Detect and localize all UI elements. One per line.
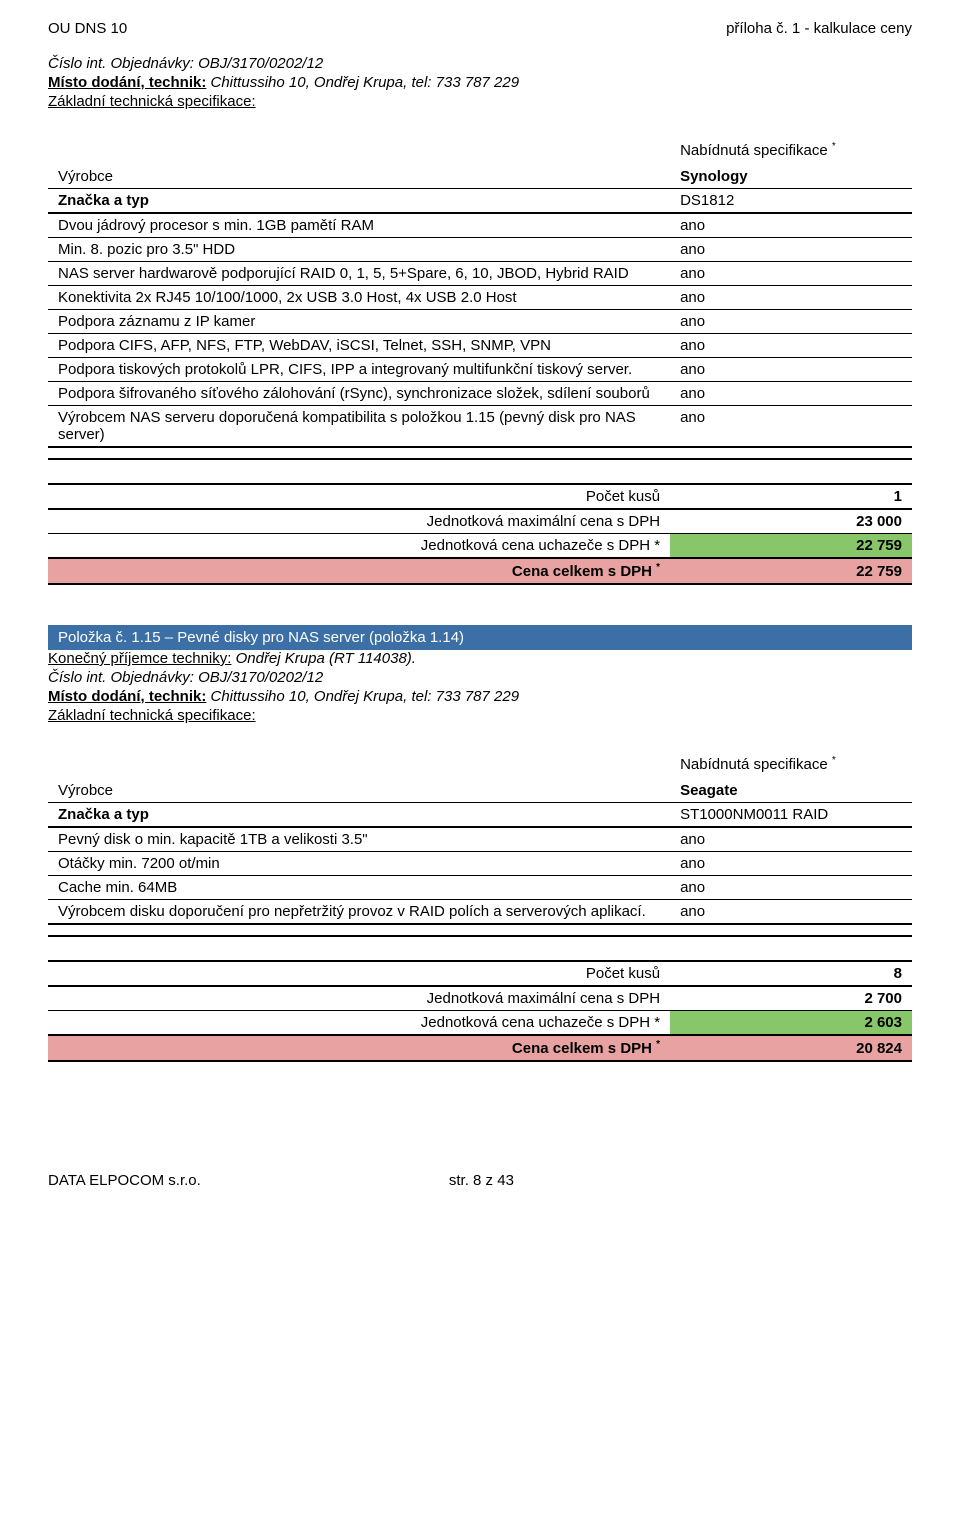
spec-value-cell: ano — [670, 382, 912, 406]
spec-table-1: Nabídnutá specifikace * VýrobceSynologyZ… — [48, 138, 912, 448]
spec-table-2: Nabídnutá specifikace * VýrobceSeagateZn… — [48, 752, 912, 925]
spec-value-cell: Synology — [670, 165, 912, 189]
offer-header-2: Nabídnutá specifikace * — [670, 752, 912, 779]
delivery-line-2: Místo dodání, technik: Chittussiho 10, O… — [48, 688, 912, 705]
total-label: Cena celkem s DPH * — [48, 558, 670, 584]
footer-right — [762, 1172, 912, 1189]
spec-label-cell: Min. 8. pozic pro 3.5" HDD — [48, 238, 670, 262]
offer-header: Nabídnutá specifikace * — [670, 138, 912, 165]
spec-label-cell: Podpora CIFS, AFP, NFS, FTP, WebDAV, iSC… — [48, 334, 670, 358]
unitbid-label: Jednotková cena uchazeče s DPH * — [48, 534, 670, 559]
order-line: Číslo int. Objednávky: OBJ/3170/0202/12 — [48, 55, 912, 72]
total-value: 22 759 — [670, 558, 912, 584]
unitmax-label: Jednotková maximální cena s DPH — [48, 509, 670, 534]
recipient-value: Ondřej Krupa (RT 114038). — [231, 650, 416, 667]
spec-label-cell: Značka a typ — [48, 189, 670, 214]
spec-value-cell: ano — [670, 876, 912, 900]
qty-label: Počet kusů — [48, 484, 670, 509]
spec-value-cell: ano — [670, 900, 912, 925]
asterisk: * — [832, 755, 836, 766]
empty-cell — [48, 752, 670, 779]
price-table-2: Počet kusů8 Jednotková maximální cena s … — [48, 935, 912, 1062]
page: OU DNS 10 příloha č. 1 - kalkulace ceny … — [0, 0, 960, 1219]
spec-value-cell: ST1000NM0011 RAID — [670, 803, 912, 828]
spec-value-cell: ano — [670, 358, 912, 382]
total-label-2: Cena celkem s DPH * — [48, 1035, 670, 1061]
spec-label-cell: Výrobcem NAS serveru doporučená kompatib… — [48, 406, 670, 448]
page-footer: DATA ELPOCOM s.r.o. str. 8 z 43 — [48, 1172, 912, 1189]
recipient-line: Konečný příjemce techniky: Ondřej Krupa … — [48, 650, 912, 667]
unitmax-label-2: Jednotková maximální cena s DPH — [48, 986, 670, 1011]
unitmax-value: 23 000 — [670, 509, 912, 534]
spec-label-cell: Dvou jádrový procesor s min. 1GB pamětí … — [48, 213, 670, 238]
delivery-line: Místo dodání, technik: Chittussiho 10, O… — [48, 74, 912, 91]
unitbid-label-2: Jednotková cena uchazeče s DPH * — [48, 1011, 670, 1036]
spec-value-cell: ano — [670, 334, 912, 358]
spec-value-cell: DS1812 — [670, 189, 912, 214]
qty-value-2: 8 — [670, 961, 912, 986]
price-table-1: Počet kusů1 Jednotková maximální cena s … — [48, 458, 912, 585]
spec-label-cell: Otáčky min. 7200 ot/min — [48, 852, 670, 876]
spec-label-cell: NAS server hardwarově podporující RAID 0… — [48, 262, 670, 286]
empty-cell — [48, 936, 670, 961]
delivery-label-2: Místo dodání, technik: — [48, 688, 206, 705]
spec-value-cell: ano — [670, 238, 912, 262]
spec-value-cell: ano — [670, 262, 912, 286]
spec-value-cell: ano — [670, 310, 912, 334]
spec-value-cell: ano — [670, 827, 912, 852]
total-value-2: 20 824 — [670, 1035, 912, 1061]
spec-label-cell: Výrobcem disku doporučení pro nepřetržit… — [48, 900, 670, 925]
footer-center: str. 8 z 43 — [201, 1172, 762, 1189]
empty-cell — [48, 138, 670, 165]
spec-value-cell: ano — [670, 852, 912, 876]
spec-label-cell: Podpora šifrovaného síťového zálohování … — [48, 382, 670, 406]
order-text: Číslo int. Objednávky: OBJ/3170/0202/12 — [48, 55, 323, 72]
spec-label-cell: Podpora tiskových protokolů LPR, CIFS, I… — [48, 358, 670, 382]
spec-label-cell: Výrobce — [48, 165, 670, 189]
header-right: příloha č. 1 - kalkulace ceny — [726, 20, 912, 37]
empty-cell — [670, 936, 912, 961]
unitbid-value-2: 2 603 — [670, 1011, 912, 1036]
spec-label-cell: Cache min. 64MB — [48, 876, 670, 900]
unitbid-value: 22 759 — [670, 534, 912, 559]
empty-cell — [48, 459, 670, 484]
spec-value-cell: ano — [670, 213, 912, 238]
spec-label-cell: Výrobce — [48, 779, 670, 803]
asterisk: * — [656, 562, 660, 573]
page-header: OU DNS 10 příloha č. 1 - kalkulace ceny — [48, 20, 912, 37]
delivery-value-2: Chittussiho 10, Ondřej Krupa, tel: 733 7… — [206, 688, 519, 705]
asterisk: * — [832, 141, 836, 152]
qty-label-2: Počet kusů — [48, 961, 670, 986]
delivery-label: Místo dodání, technik: — [48, 74, 206, 91]
spec-label-cell: Konektivita 2x RJ45 10/100/1000, 2x USB … — [48, 286, 670, 310]
spec-value-cell: ano — [670, 286, 912, 310]
unitmax-value-2: 2 700 — [670, 986, 912, 1011]
spec-label-2: Základní technická specifikace: — [48, 707, 912, 724]
spec-label-cell: Značka a typ — [48, 803, 670, 828]
footer-left: DATA ELPOCOM s.r.o. — [48, 1172, 201, 1189]
block2-title: Položka č. 1.15 – Pevné disky pro NAS se… — [48, 625, 912, 650]
empty-cell — [670, 459, 912, 484]
header-left: OU DNS 10 — [48, 20, 127, 37]
order-line-2: Číslo int. Objednávky: OBJ/3170/0202/12 — [48, 669, 912, 686]
spec-label-cell: Pevný disk o min. kapacitě 1TB a velikos… — [48, 827, 670, 852]
qty-value: 1 — [670, 484, 912, 509]
asterisk: * — [656, 1039, 660, 1050]
spec-label: Základní technická specifikace: — [48, 93, 912, 110]
spec-label-cell: Podpora záznamu z IP kamer — [48, 310, 670, 334]
spec-value-cell: ano — [670, 406, 912, 448]
delivery-value: Chittussiho 10, Ondřej Krupa, tel: 733 7… — [206, 74, 519, 91]
order-text-2: Číslo int. Objednávky: OBJ/3170/0202/12 — [48, 669, 323, 686]
recipient-label: Konečný příjemce techniky: — [48, 650, 231, 667]
spec-value-cell: Seagate — [670, 779, 912, 803]
